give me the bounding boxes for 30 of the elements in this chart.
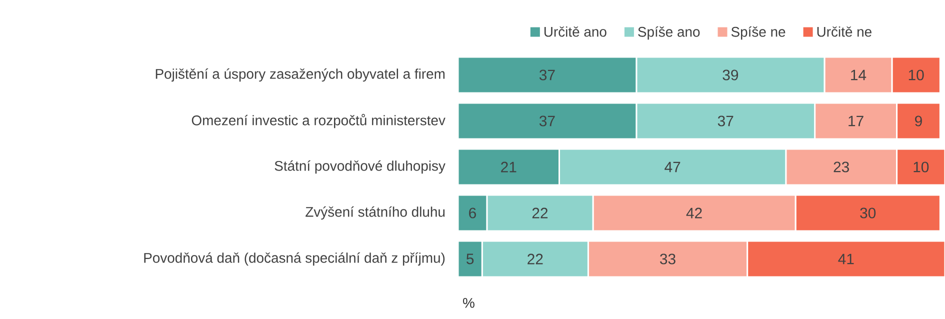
- data-label: 6: [469, 208, 476, 218]
- text: %: [463, 298, 474, 308]
- data-label: 37: [539, 116, 555, 126]
- legend-label: Určitě ano: [544, 26, 606, 37]
- data-label: 33: [660, 254, 676, 264]
- data-label: 22: [528, 254, 543, 264]
- data-label: 17: [848, 116, 864, 126]
- data-label: 10: [908, 70, 924, 80]
- data-label: 14: [851, 70, 866, 80]
- y-tick-label: Pojištění a úspory zasažených obyvatel a firem: [156, 68, 445, 82]
- data-label: 21: [501, 162, 516, 172]
- data-label: 47: [664, 162, 680, 172]
- data-label: 42: [686, 208, 702, 218]
- data-label: 9: [915, 116, 922, 126]
- y-tick-label: Omezení investic a rozpočtů ministerstev: [192, 114, 446, 128]
- legend-label: Určitě ne: [817, 26, 872, 37]
- data-label: 23: [834, 162, 849, 172]
- y-tick-label: Státní povodňové dluhopisy: [274, 160, 446, 174]
- data-label: 37: [718, 116, 734, 126]
- data-label: 30: [860, 208, 876, 218]
- data-label: 39: [722, 70, 738, 80]
- data-label: 41: [838, 254, 854, 264]
- data-label: 10: [914, 162, 929, 172]
- data-label: 22: [532, 208, 548, 218]
- legend-label: Spíše ne: [731, 26, 786, 40]
- legend-label: Spíše ano: [638, 26, 700, 40]
- data-label: 37: [539, 70, 555, 80]
- y-tick-label: Povodňová daň (dočasná speciální daň z příjmu): [144, 252, 445, 266]
- y-tick-label: Zvýšení státního dluhu: [306, 206, 445, 220]
- data-label: 5: [466, 254, 474, 264]
